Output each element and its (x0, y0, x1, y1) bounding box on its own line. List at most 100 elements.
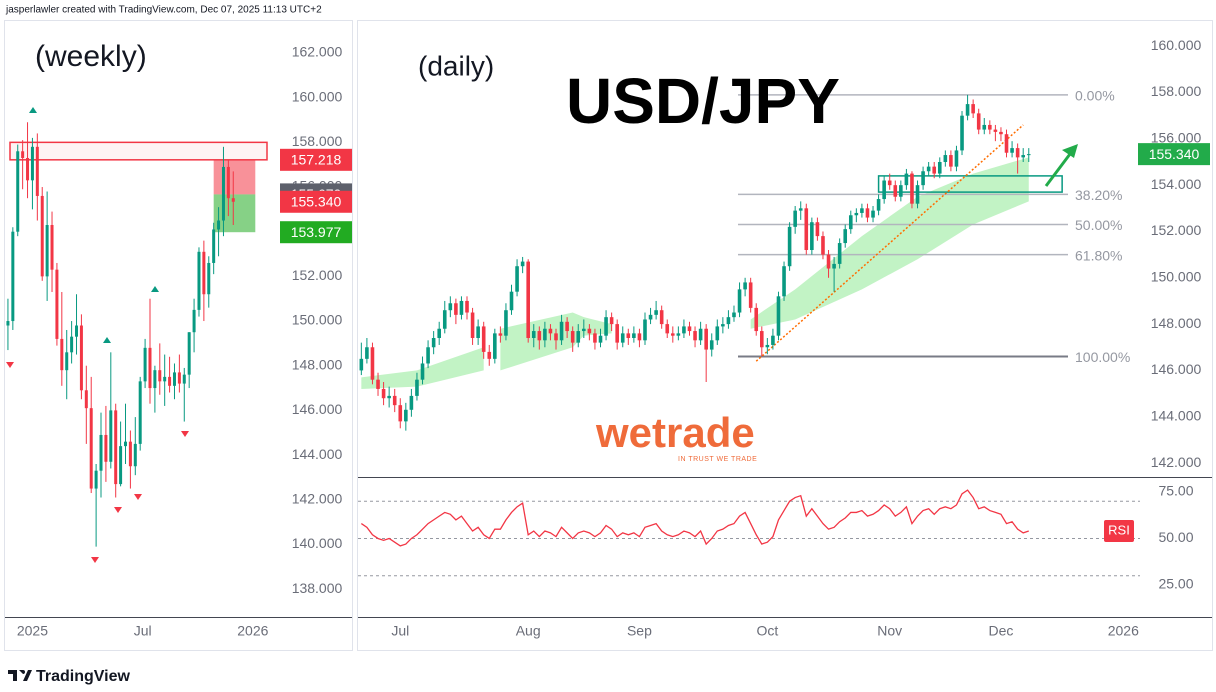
candle-body (409, 395, 414, 410)
candle-body (94, 470, 98, 489)
candle-body (79, 325, 83, 391)
candle-body (109, 410, 113, 462)
candle-body (133, 443, 137, 467)
tv-icon (8, 670, 32, 681)
x-tick-label: 2026 (237, 623, 268, 639)
pivot-up (29, 107, 37, 113)
candle-body (217, 220, 221, 230)
candle-body (999, 131, 1003, 135)
candle-body (593, 333, 597, 343)
candle-body (515, 266, 519, 292)
candle-body (21, 151, 25, 158)
y-tick-label: 146.000 (292, 401, 343, 417)
pivot-markers (6, 107, 189, 563)
weekly-frame (4, 20, 353, 651)
y-tick-label: 160.000 (1151, 37, 1202, 53)
candle-body (128, 441, 132, 467)
candle-body (231, 198, 235, 202)
candle-body (177, 372, 181, 384)
y-tick-label: 50.00 (1158, 529, 1193, 545)
candle-body (454, 303, 458, 315)
logo-name: wetrade (595, 409, 755, 456)
stop-zone (213, 159, 256, 195)
candle-body (732, 312, 736, 318)
candle-body (887, 180, 892, 186)
candle-body (153, 370, 157, 389)
x-tick-label: Oct (756, 623, 778, 639)
y-tick-label: 158.000 (292, 133, 343, 149)
candle-body (55, 269, 59, 339)
candle-body (493, 333, 497, 359)
candle-body (776, 296, 781, 336)
candle-body (910, 173, 914, 204)
candle-body (1004, 134, 1009, 153)
fib-label: 38.20% (1075, 187, 1122, 203)
candle-body (1015, 148, 1020, 158)
candle-body (381, 388, 386, 399)
price-label-box (280, 221, 352, 244)
symbol: USD/JPY (566, 65, 840, 137)
y-tick-label: 162.000 (292, 44, 343, 60)
candle-body (415, 379, 419, 396)
candle-body (904, 173, 909, 186)
candle-body (848, 215, 853, 230)
candle-body (982, 124, 987, 130)
candle-body (604, 317, 608, 336)
arrow-shaft (1044, 153, 1072, 187)
candle-body (459, 300, 464, 315)
candle-body (226, 166, 230, 199)
weekly-chart (6, 122, 268, 547)
y-tick-label: 152.000 (292, 267, 343, 283)
candle-body (854, 212, 859, 216)
candle-body (937, 162, 942, 174)
candle-body (476, 326, 480, 338)
candle-body (359, 358, 364, 371)
x-tick-label: Jul (134, 623, 152, 639)
range-box (877, 175, 1063, 193)
pivot-down (6, 362, 14, 368)
candle-body (932, 166, 937, 174)
candle-body (865, 208, 870, 218)
candle-body (632, 333, 636, 338)
candle-body (11, 231, 15, 322)
candle-body (988, 124, 992, 130)
candle-body (1026, 154, 1031, 156)
candle-body (899, 185, 903, 197)
candle-body (787, 226, 792, 267)
rsi-label-box (1104, 520, 1134, 543)
y-tick-label: 150.000 (1151, 268, 1202, 284)
candle-body (659, 310, 664, 325)
price-label: 155.340 (1149, 146, 1200, 162)
candle-body (620, 333, 625, 343)
candle-body (576, 331, 581, 343)
candle-body (715, 326, 720, 341)
candle-body (192, 309, 196, 333)
candle-body (526, 261, 530, 338)
candle-body (793, 210, 797, 227)
candle-body (915, 185, 920, 204)
candle-body (832, 263, 836, 269)
candle-body (721, 324, 725, 327)
candle-body (709, 340, 714, 350)
candle-body (197, 251, 201, 310)
candle-body (398, 405, 403, 422)
y-tick-label: 148.000 (1151, 315, 1202, 331)
rsi-label: RSI (1108, 522, 1130, 537)
candle-body (509, 291, 514, 311)
candle-body (172, 372, 176, 386)
x-tick-label: Dec (988, 623, 1013, 639)
candle-body (207, 262, 211, 295)
y-tick-label: 146.000 (1151, 361, 1202, 377)
header: jasperlawler created with TradingView.co… (5, 5, 322, 16)
candle-body (89, 408, 93, 489)
pivot-up (151, 286, 159, 292)
candle-body (554, 333, 558, 341)
x-tick-label: 2026 (1108, 623, 1139, 639)
x-tick-label: Nov (877, 623, 902, 639)
candle-body (99, 434, 103, 471)
x-tick-label: 2025 (17, 623, 48, 639)
candle-body (6, 321, 10, 326)
candle-body (971, 104, 975, 114)
candle-body (893, 185, 898, 197)
price-label-box (280, 148, 352, 171)
